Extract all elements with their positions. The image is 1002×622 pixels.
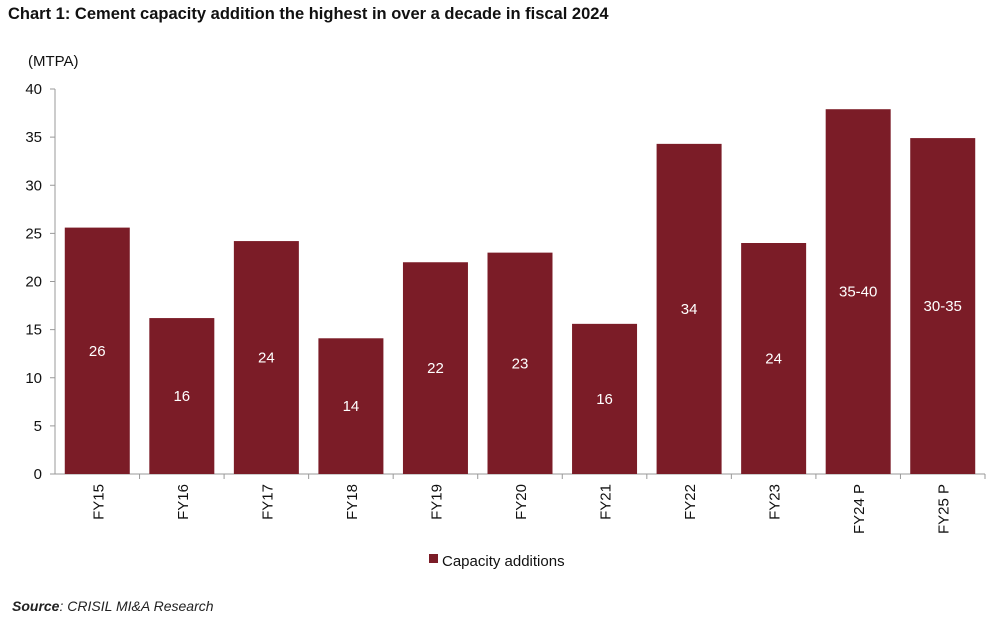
x-tick-label: FY15 [90,484,107,520]
legend-label: Capacity additions [442,553,565,570]
y-tick-label: 10 [25,370,42,387]
x-tick-label: FY16 [175,484,192,520]
y-tick-label: 15 [25,322,42,339]
source-text: : CRISIL MI&A Research [59,598,214,614]
data-label: 24 [258,350,275,367]
data-label: 16 [173,388,190,405]
data-label: 24 [765,351,782,368]
x-tick-label: FY19 [428,484,445,520]
y-tick-label: 5 [34,418,42,435]
chart-title: Chart 1: Cement capacity addition the hi… [8,5,609,23]
x-tick-label: FY23 [767,484,784,520]
y-tick-label: 30 [25,177,42,194]
bar-fy25p [910,138,976,474]
data-label: 26 [89,343,106,360]
source-note: Source: CRISIL MI&A Research [12,598,214,614]
bar-fy21 [572,323,638,474]
x-tick-label: FY21 [598,484,615,520]
x-tick-label: FY20 [513,484,530,520]
x-tick-label: FY22 [682,484,699,520]
data-label: 14 [343,398,360,415]
y-axis-unit-label: (MTPA) [28,53,79,70]
bar-fy19 [402,262,468,474]
bar-fy15 [64,227,130,474]
bar-fy23 [741,243,807,474]
data-label: 16 [596,391,613,408]
x-tick-label: FY25 P [936,484,953,534]
bar-fy17 [233,241,299,474]
bar-fy22 [656,143,722,475]
y-tick-label: 35 [25,129,42,146]
data-label: 22 [427,360,444,377]
x-tick-label: FY24 P [851,484,868,534]
y-tick-label: 0 [34,466,42,483]
y-tick-label: 25 [25,225,42,242]
data-label: 34 [681,301,698,318]
y-tick-label: 40 [25,81,42,98]
bar-fy20 [487,252,553,474]
legend-swatch [429,554,438,563]
data-label: 35-40 [839,284,877,301]
data-label: 23 [512,355,529,372]
bar-fy16 [149,318,215,474]
y-tick-label: 20 [25,274,42,291]
data-label: 30-35 [924,298,962,315]
bar-fy24p [825,109,891,475]
source-label: Source [12,598,60,614]
x-tick-label: FY18 [344,484,361,520]
bar-fy18 [318,338,384,474]
x-tick-label: FY17 [259,484,276,520]
